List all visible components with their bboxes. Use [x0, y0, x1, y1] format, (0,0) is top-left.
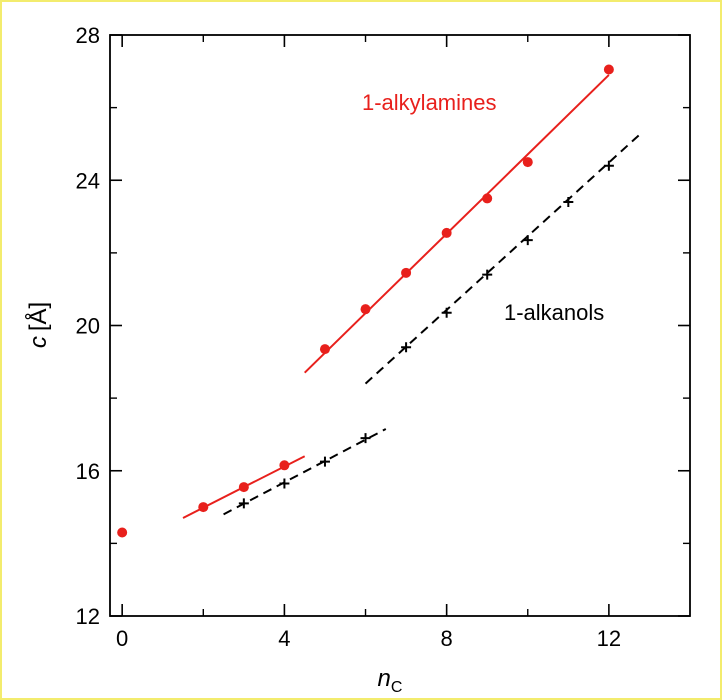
x-tick-label: 8	[441, 626, 453, 651]
y-axis-title-unit: [Å]	[24, 302, 52, 331]
data-point-alkanols	[522, 235, 533, 246]
data-point-alkanols	[279, 478, 290, 489]
plot-area	[109, 34, 691, 617]
data-point-alkanols	[482, 269, 493, 280]
data-point-alkylamines	[198, 502, 209, 513]
data-point-alkanols	[563, 197, 574, 208]
data-point-alkylamines	[360, 304, 371, 315]
tick-labels-group: 0 4 8 12 12 16 20 24 28	[76, 23, 622, 651]
x-axis-title-subscript: C	[391, 679, 403, 696]
y-axis-title-main: c	[25, 336, 52, 348]
y-tick-label: 20	[76, 314, 100, 339]
x-tick-label: 4	[278, 626, 290, 651]
data-point-alkanols	[401, 342, 412, 353]
x-axis-title-main: n	[378, 665, 391, 692]
data-point-alkylamines	[522, 157, 533, 168]
data-point-alkanols	[603, 160, 614, 171]
y-tick-label: 24	[76, 168, 100, 193]
fit-line-alkylamines	[303, 74, 610, 374]
data-point-alkylamines	[401, 267, 412, 278]
x-tick-label: 0	[116, 626, 128, 651]
y-axis-title: c [Å]	[24, 302, 52, 348]
x-tick-label: 12	[597, 626, 621, 651]
fit-line-alkanols	[223, 428, 387, 516]
x-axis-title: nC	[378, 665, 403, 696]
data-points-group	[117, 64, 614, 538]
series-label-alkanols: 1-alkanols	[504, 300, 604, 325]
data-point-alkanols	[319, 456, 330, 467]
data-point-alkylamines	[319, 344, 330, 355]
data-point-alkanols	[441, 307, 452, 318]
data-point-alkanols	[238, 498, 249, 509]
y-tick-label: 28	[76, 23, 100, 48]
data-point-alkylamines	[279, 460, 290, 471]
fit-line-alkanols	[364, 132, 643, 385]
ticks-group	[110, 34, 690, 617]
data-point-alkylamines	[117, 527, 128, 538]
data-point-alkanols	[360, 433, 371, 444]
data-point-alkylamines	[441, 227, 452, 238]
data-point-alkylamines	[482, 193, 493, 204]
y-tick-label: 12	[76, 604, 100, 629]
series-label-alkylamines: 1-alkylamines	[362, 90, 497, 115]
data-point-alkylamines	[238, 482, 249, 493]
y-tick-label: 16	[76, 459, 100, 484]
data-point-alkylamines	[603, 64, 614, 75]
